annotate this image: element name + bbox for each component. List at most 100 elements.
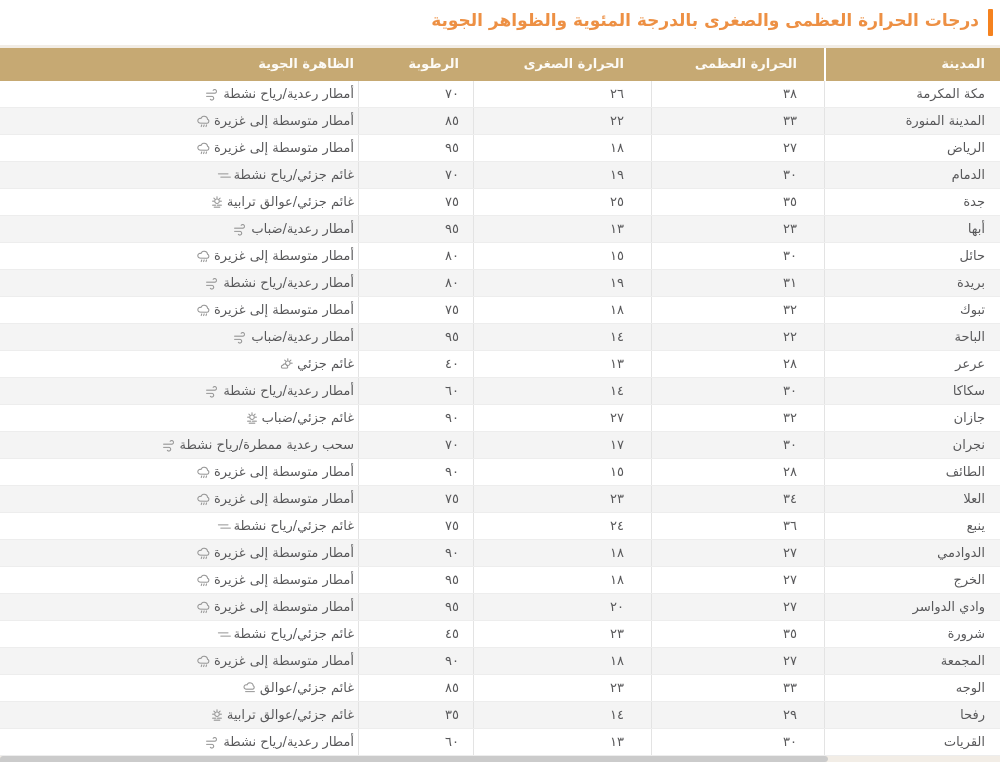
header-phenomenon: الظاهرة الجوية (258, 57, 354, 72)
table-row: جدة ٣٥ ٢٥ ٧٥ غائم جزئي/عوالق ترابية (0, 189, 1000, 216)
sun-cloud-icon (279, 357, 295, 371)
min-temp-value: ١٨ (473, 135, 651, 161)
city-name: عرعر (824, 351, 1000, 377)
phenomenon-label: أمطار متوسطة إلى غزيرة (214, 599, 354, 615)
phenomenon-label: أمطار متوسطة إلى غزيرة (214, 653, 354, 669)
city-name: القريات (824, 729, 1000, 755)
max-temp-value: ٣٤ (651, 486, 824, 512)
max-temp-value: ٣٠ (651, 729, 824, 755)
humidity-value: ٧٠ (358, 432, 473, 458)
min-temp-value: ٢٦ (473, 81, 651, 107)
max-temp-value: ٣٦ (651, 513, 824, 539)
phenomenon-cell: أمطار متوسطة إلى غزيرة (0, 297, 358, 323)
phenomenon-label: أمطار متوسطة إلى غزيرة (214, 491, 354, 507)
phenomenon-cell: أمطار رعدية/ضباب (0, 216, 358, 242)
table-row: مكة المكرمة ٣٨ ٢٦ ٧٠ أمطار رعدية/رياح نش… (0, 81, 1000, 108)
table-body: مكة المكرمة ٣٨ ٢٦ ٧٠ أمطار رعدية/رياح نش… (0, 81, 1000, 756)
humidity-value: ٩٥ (358, 324, 473, 350)
min-temp-value: ١٨ (473, 540, 651, 566)
phenomenon-label: غائم جزئي/عوالق (259, 680, 354, 696)
phenomenon-label: أمطار متوسطة إلى غزيرة (214, 140, 354, 156)
humidity-value: ٨٥ (358, 108, 473, 134)
phenomenon-label: غائم جزئي (297, 356, 354, 372)
table-row: المجمعة ٢٧ ١٨ ٩٠ أمطار متوسطة إلى غزيرة (0, 648, 1000, 675)
rain-cloud-icon (196, 249, 212, 264)
header-min-temp: الحرارة الصغرى (523, 57, 624, 72)
humidity-value: ٦٠ (358, 729, 473, 755)
phenomenon-cell: غائم جزئي (0, 351, 358, 377)
storm-wind-icon (205, 735, 221, 749)
city-name: الوجه (824, 675, 1000, 701)
phenomenon-label: غائم جزئي/رياح نشطة (233, 626, 354, 642)
phenomenon-label: أمطار رعدية/ضباب (251, 221, 354, 237)
city-name: جازان (824, 405, 1000, 431)
rain-cloud-icon (196, 303, 212, 318)
phenomenon-label: أمطار رعدية/رياح نشطة (223, 734, 354, 750)
phenomenon-cell: غائم جزئي/عوالق ترابية (0, 702, 358, 728)
wind-lines-icon (216, 520, 232, 533)
max-temp-value: ٢٩ (651, 702, 824, 728)
phenomenon-cell: سحب رعدية ممطرة/رياح نشطة (0, 432, 358, 458)
humidity-value: ٨٠ (358, 243, 473, 269)
phenomenon-cell: أمطار رعدية/رياح نشطة (0, 729, 358, 755)
phenomenon-label: أمطار رعدية/رياح نشطة (223, 275, 354, 291)
min-temp-value: ١٧ (473, 432, 651, 458)
city-name: حائل (824, 243, 1000, 269)
city-name: الدمام (824, 162, 1000, 188)
city-name: سكاكا (824, 378, 1000, 404)
table-row: العلا ٣٤ ٢٣ ٧٥ أمطار متوسطة إلى غزيرة (0, 486, 1000, 513)
max-temp-value: ٢٧ (651, 135, 824, 161)
min-temp-value: ١٥ (473, 243, 651, 269)
storm-wind-icon (205, 384, 221, 398)
phenomenon-cell: أمطار متوسطة إلى غزيرة (0, 648, 358, 674)
table-row: الطائف ٢٨ ١٥ ٩٠ أمطار متوسطة إلى غزيرة (0, 459, 1000, 486)
max-temp-value: ٢٧ (651, 540, 824, 566)
min-temp-value: ١٥ (473, 459, 651, 485)
phenomenon-label: أمطار رعدية/رياح نشطة (223, 383, 354, 399)
cloud-haze-icon (242, 681, 258, 695)
city-name: الباحة (824, 324, 1000, 350)
humidity-value: ٩٥ (358, 135, 473, 161)
min-temp-value: ١٣ (473, 729, 651, 755)
phenomenon-cell: غائم جزئي/رياح نشطة (0, 513, 358, 539)
wind-lines-icon (216, 628, 232, 641)
phenomenon-cell: أمطار متوسطة إلى غزيرة (0, 459, 358, 485)
phenomenon-label: غائم جزئي/رياح نشطة (233, 518, 354, 534)
header-city: المدينة (824, 48, 1000, 81)
table-row: الدوادمي ٢٧ ١٨ ٩٠ أمطار متوسطة إلى غزيرة (0, 540, 1000, 567)
phenomenon-label: أمطار متوسطة إلى غزيرة (214, 302, 354, 318)
min-temp-value: ٢٢ (473, 108, 651, 134)
min-temp-value: ٢٣ (473, 486, 651, 512)
max-temp-value: ٢٧ (651, 648, 824, 674)
sun-dust-icon (244, 411, 260, 425)
header-humidity: الرطوبة (408, 57, 459, 72)
max-temp-value: ٣٠ (651, 243, 824, 269)
max-temp-value: ٣٨ (651, 81, 824, 107)
max-temp-value: ٢٣ (651, 216, 824, 242)
rain-cloud-icon (196, 492, 212, 507)
horizontal-scrollbar[interactable] (0, 756, 828, 762)
humidity-value: ٩٠ (358, 459, 473, 485)
city-name: أبها (824, 216, 1000, 242)
rain-cloud-icon (196, 654, 212, 669)
humidity-value: ٧٠ (358, 162, 473, 188)
min-temp-value: ١٨ (473, 567, 651, 593)
rain-cloud-icon (196, 600, 212, 615)
max-temp-value: ٣٠ (651, 432, 824, 458)
min-temp-value: ٢٥ (473, 189, 651, 215)
sun-dust-icon (209, 195, 225, 209)
phenomenon-label: غائم جزئي/رياح نشطة (233, 167, 354, 183)
city-name: وادي الدواسر (824, 594, 1000, 620)
city-name: المجمعة (824, 648, 1000, 674)
max-temp-value: ٣٢ (651, 297, 824, 323)
weather-table: المدينة الحرارة العظمى الحرارة الصغرى ال… (0, 48, 1000, 756)
phenomenon-cell: أمطار متوسطة إلى غزيرة (0, 108, 358, 134)
table-row: المدينة المنورة ٣٣ ٢٢ ٨٥ أمطار متوسطة إل… (0, 108, 1000, 135)
max-temp-value: ٣٠ (651, 162, 824, 188)
max-temp-value: ٢٧ (651, 594, 824, 620)
rain-cloud-icon (196, 141, 212, 156)
phenomenon-cell: أمطار متوسطة إلى غزيرة (0, 135, 358, 161)
phenomenon-label: غائم جزئي/ضباب (261, 410, 354, 426)
max-temp-value: ٢٢ (651, 324, 824, 350)
